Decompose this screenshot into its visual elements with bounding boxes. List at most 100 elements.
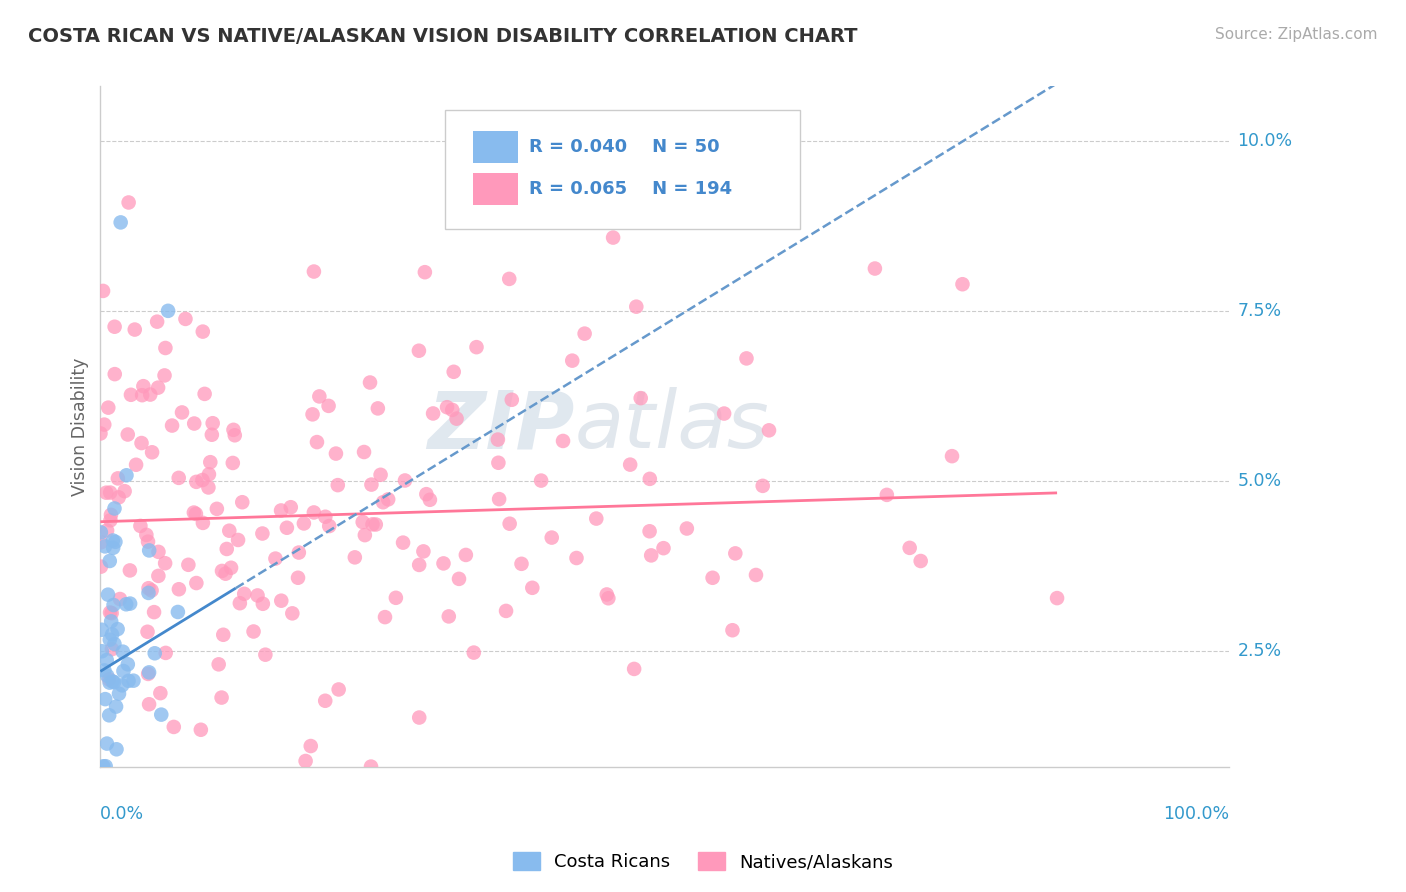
Point [437,609,460,624]
Point [758,423,780,437]
Point [108,592,131,607]
Point [112,664,135,678]
Text: 0.0%: 0.0% [100,805,145,823]
Point [898,541,921,555]
Text: R = 0.040    N = 50: R = 0.040 N = 50 [529,138,720,156]
Point [183,417,205,431]
Point [308,389,330,403]
Point [288,545,311,559]
Point [443,365,465,379]
Point [104,534,127,549]
Point [167,582,190,597]
Point [454,548,477,562]
Point [131,388,153,402]
Point [360,759,382,773]
Point [287,571,309,585]
Point [190,723,212,737]
Text: 7.5%: 7.5% [1237,301,1282,320]
Point [105,699,128,714]
Point [100,513,122,527]
Point [103,598,125,612]
Point [215,541,238,556]
Point [93,664,115,678]
Point [353,528,375,542]
Point [177,558,200,572]
Point [952,277,974,292]
Point [197,480,219,494]
Point [191,516,214,530]
Point [1046,591,1069,606]
Point [294,754,316,768]
Point [408,343,430,358]
FancyBboxPatch shape [444,111,800,229]
Point [413,265,436,279]
Point [107,471,129,485]
Point [498,272,520,286]
Point [174,312,197,326]
Point [157,303,180,318]
Point [208,657,231,672]
Point [231,495,253,509]
Point [422,407,444,421]
Point [211,690,233,705]
Point [226,533,249,547]
Point [281,607,304,621]
Point [117,427,139,442]
Point [602,230,624,244]
Point [419,492,441,507]
Point [392,535,415,549]
Point [394,474,416,488]
Point [155,341,177,355]
Point [702,571,724,585]
Point [160,418,183,433]
Point [229,596,252,610]
Point [96,485,118,500]
Point [115,597,138,611]
Point [141,583,163,598]
Point [101,533,124,548]
Point [353,445,375,459]
Point [222,423,245,437]
Point [167,471,190,485]
Point [561,353,583,368]
Point [148,569,170,583]
Point [96,737,118,751]
Point [412,544,434,558]
Point [941,449,963,463]
Point [186,475,208,489]
Point [127,780,149,794]
Point [117,195,139,210]
Point [115,468,138,483]
Point [100,606,122,620]
Point [652,541,675,556]
Point [103,637,125,651]
Point [486,456,509,470]
Point [415,487,437,501]
Point [522,581,544,595]
Point [318,519,340,533]
Point [153,556,176,570]
Point [630,391,652,405]
Point [111,678,134,692]
Point [201,427,224,442]
Point [107,491,129,505]
Point [540,531,562,545]
Point [314,694,336,708]
Point [148,545,170,559]
Point [129,519,152,533]
Point [252,597,274,611]
Point [374,610,396,624]
Point [301,408,323,422]
Point [149,686,172,700]
Point [270,593,292,607]
Point [735,351,758,366]
Point [447,572,470,586]
Point [724,546,747,560]
Point [91,759,114,773]
Point [359,376,381,390]
Point [626,300,648,314]
Point [186,576,208,591]
Point [104,367,127,381]
Point [101,642,124,657]
Point [122,673,145,688]
